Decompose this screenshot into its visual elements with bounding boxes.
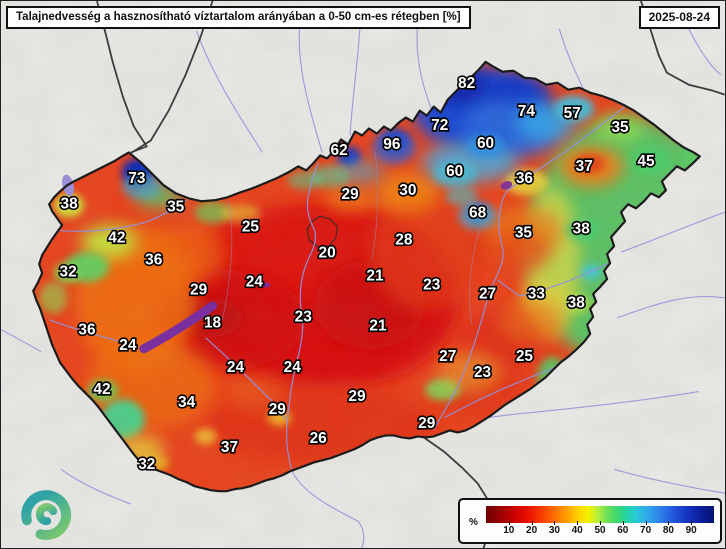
legend-tick-label: 70 xyxy=(640,525,652,536)
station-value-label: 23 xyxy=(474,364,492,381)
station-value-label: 37 xyxy=(221,439,238,456)
station-value-label: 33 xyxy=(528,285,546,302)
station-value-label: 29 xyxy=(418,415,436,432)
station-value-label: 30 xyxy=(399,182,416,199)
station-value-label: 38 xyxy=(568,294,586,311)
station-value-label: 20 xyxy=(319,245,336,262)
station-value-label: 45 xyxy=(637,153,655,170)
station-value-label: 73 xyxy=(128,170,146,187)
legend-tick-mark xyxy=(531,521,533,525)
station-value-label: 25 xyxy=(516,348,534,365)
legend-tick-label: 40 xyxy=(571,525,583,536)
station-labels: 82 74 57 72 96 60 35 62 60 36 37 45 73 29 30 38 35 68 25 28… xyxy=(58,74,657,475)
station-value-label: 38 xyxy=(60,196,78,213)
map-title: Talajnedvesség a hasznosítható víztartal… xyxy=(6,6,471,29)
legend-tick-label: 50 xyxy=(594,525,606,536)
station-value-label: 37 xyxy=(576,158,593,175)
station-value-label: 57 xyxy=(564,105,581,122)
legend-tick-mark xyxy=(554,521,556,525)
station-value-label: 18 xyxy=(204,314,222,331)
lake-balaton xyxy=(139,301,218,354)
legend-tick-label: 10 xyxy=(503,525,515,536)
station-value-label: 26 xyxy=(310,430,328,447)
legend-tick-mark xyxy=(691,521,693,525)
station-value-label: 23 xyxy=(295,308,313,325)
legend-tick-label: 60 xyxy=(617,525,629,536)
station-value-label: 24 xyxy=(119,337,137,354)
station-value-label: 42 xyxy=(93,381,110,398)
station-value-label: 32 xyxy=(138,456,155,473)
station-value-label: 29 xyxy=(348,388,366,405)
lake-tisza xyxy=(500,181,513,190)
station-value-label: 34 xyxy=(178,394,196,411)
station-value-label: 29 xyxy=(269,401,287,418)
legend-tick-label: 80 xyxy=(662,525,674,536)
station-value-label: 24 xyxy=(246,273,264,290)
station-value-label: 27 xyxy=(479,285,496,302)
station-value-label: 72 xyxy=(431,117,448,134)
station-value-label: 35 xyxy=(515,225,533,242)
station-value-label: 36 xyxy=(78,321,96,338)
station-value-label: 36 xyxy=(145,252,163,269)
station-value-label: 74 xyxy=(518,103,536,120)
legend-tick-mark xyxy=(645,521,647,525)
station-value-label: 60 xyxy=(446,163,463,180)
legend-tick-label: 90 xyxy=(685,525,697,536)
map-date: 2025-08-24 xyxy=(638,6,720,29)
hungary-border xyxy=(32,60,701,493)
legend-tick-mark xyxy=(622,521,624,525)
legend-unit-label: % xyxy=(469,517,478,528)
legend-colorbar xyxy=(486,506,714,523)
legend: % 10 20 30 40 50 60 70 80 90 xyxy=(458,498,722,544)
station-value-label: 82 xyxy=(458,75,475,92)
rivers-inside xyxy=(48,96,638,470)
station-value-label: 38 xyxy=(573,221,591,238)
station-value-label: 27 xyxy=(439,348,456,365)
legend-tick-mark xyxy=(508,521,510,525)
station-value-label: 21 xyxy=(366,267,384,284)
station-value-label: 68 xyxy=(469,205,487,222)
station-value-label: 60 xyxy=(477,135,494,152)
station-value-label: 29 xyxy=(190,281,208,298)
station-value-label: 24 xyxy=(227,359,245,376)
budapest-outline xyxy=(306,215,338,248)
station-value-label: 21 xyxy=(369,317,387,334)
station-value-label: 36 xyxy=(516,170,534,187)
legend-tick-mark xyxy=(668,521,670,525)
legend-tick-label: 20 xyxy=(526,525,538,536)
station-value-label: 62 xyxy=(331,142,348,159)
station-value-label: 23 xyxy=(423,276,441,293)
lake-velence xyxy=(260,282,271,288)
legend-tick-mark xyxy=(577,521,579,525)
station-value-label: 24 xyxy=(284,359,302,376)
station-value-label: 35 xyxy=(611,119,629,136)
station-value-label: 29 xyxy=(341,186,359,203)
station-value-label: 42 xyxy=(108,230,125,247)
legend-tick-mark xyxy=(600,521,601,525)
station-value-label: 32 xyxy=(59,263,76,280)
station-value-label: 25 xyxy=(242,219,260,236)
spiral-logo-icon xyxy=(21,490,72,541)
station-value-label: 35 xyxy=(167,199,185,216)
station-value-label: 28 xyxy=(395,232,413,249)
county-borders xyxy=(222,150,480,325)
legend-tick-label: 30 xyxy=(548,525,560,536)
station-value-label: 96 xyxy=(383,136,401,153)
